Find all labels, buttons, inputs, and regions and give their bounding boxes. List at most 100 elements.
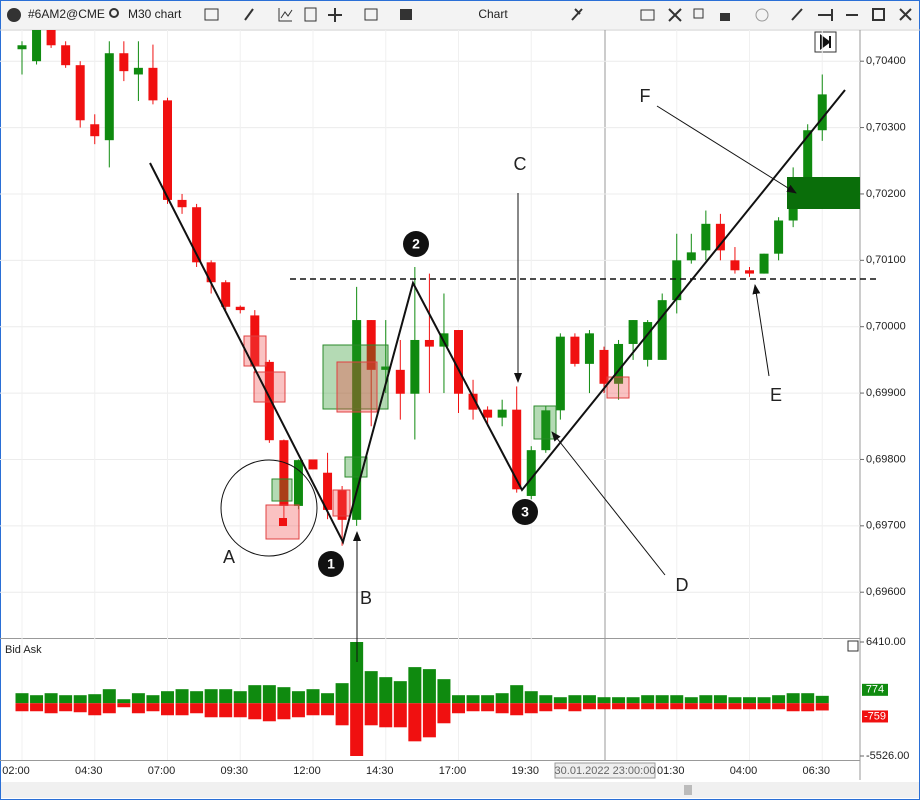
volume-bar	[772, 703, 786, 710]
volume-bar	[684, 697, 698, 704]
candle-body	[410, 339, 420, 394]
volume-bar	[88, 703, 102, 716]
x-tick-label: 17:00	[439, 765, 467, 777]
volume-bar	[437, 679, 451, 704]
cluster-box	[336, 361, 378, 413]
volume-bar	[204, 703, 218, 718]
volume-bar	[597, 703, 611, 710]
candle-body	[599, 349, 609, 384]
candle-body	[584, 333, 594, 364]
volume-bar	[757, 703, 771, 710]
candle-body	[177, 199, 187, 208]
volume-bar	[757, 697, 771, 704]
volume-bar	[539, 695, 553, 704]
volume-bar	[131, 693, 145, 704]
y-tick-label: -5526.00	[866, 750, 909, 762]
candle-body	[468, 393, 478, 410]
template-icon[interactable]	[204, 8, 219, 21]
candle-body	[192, 207, 202, 263]
volume-bar	[117, 703, 131, 708]
candle-body	[90, 124, 100, 137]
color-icon[interactable]	[755, 8, 769, 22]
indicator-icon[interactable]	[278, 8, 293, 22]
candle-body	[745, 270, 754, 274]
volume-bar	[233, 703, 247, 718]
volume-bar	[102, 703, 116, 714]
volume-bar	[597, 697, 611, 704]
candle-body	[817, 94, 827, 131]
symbol[interactable]: #6AM2@CME	[28, 7, 105, 21]
lock-icon[interactable]	[720, 13, 730, 21]
scrollbar-thumb[interactable]	[684, 785, 692, 795]
y-tick-label: 0,70400	[866, 55, 906, 67]
volume-bar	[379, 677, 393, 704]
object-icon[interactable]	[304, 7, 317, 22]
volume-bar	[422, 703, 436, 738]
camera-icon[interactable]	[640, 9, 655, 21]
x-tick-label: 07:00	[148, 765, 176, 777]
panel-close-button[interactable]	[847, 640, 859, 652]
x-tick-label: 04:30	[75, 765, 103, 777]
candle-body	[395, 369, 405, 394]
volume-bar	[510, 703, 524, 716]
volume-bar	[408, 667, 422, 704]
y-tick-label: 0,70100	[866, 254, 906, 266]
close-button[interactable]	[899, 8, 912, 21]
volume-bar	[204, 689, 218, 704]
volume-bar	[379, 703, 393, 728]
volume-bar	[219, 689, 233, 704]
candle-body	[657, 300, 667, 360]
candle-body	[337, 489, 347, 520]
annotation-label: A	[223, 547, 235, 567]
cluster-box	[606, 376, 630, 399]
candle-body	[614, 343, 624, 384]
timeframe[interactable]: M30 chart	[128, 7, 182, 21]
volume-bar	[291, 691, 305, 704]
volume-bar	[626, 697, 640, 704]
volume-bar	[15, 703, 29, 712]
settings-icon[interactable]	[791, 8, 803, 21]
volume-bar	[219, 703, 233, 718]
candle-body	[133, 67, 143, 75]
candle-body	[17, 45, 27, 50]
trend-lines	[149, 89, 846, 545]
volume-bar	[728, 697, 742, 704]
last-value-label: 774	[866, 684, 884, 696]
candle-body	[715, 223, 725, 251]
volume-bar	[190, 691, 204, 704]
volume-bar	[481, 703, 495, 712]
volume-bar	[670, 703, 684, 710]
volume-bar	[262, 685, 276, 704]
arrow	[551, 431, 666, 576]
volume-bar	[277, 703, 291, 720]
x-tick-label: 12:00	[293, 765, 321, 777]
clone-icon[interactable]	[693, 8, 704, 19]
app-icon[interactable]	[7, 8, 21, 22]
scrollbar[interactable]	[1, 782, 919, 798]
y-tick-label: 0,70000	[866, 321, 906, 333]
pin-icon[interactable]	[818, 9, 833, 21]
candle-body	[454, 330, 463, 394]
volume-bar	[102, 689, 116, 704]
candle-body	[279, 440, 289, 506]
volume-bar	[131, 703, 145, 714]
clusters	[243, 177, 860, 540]
volume-bar	[481, 695, 495, 704]
expand-icon[interactable]	[668, 8, 682, 22]
layout-icon[interactable]	[364, 8, 378, 21]
crosshair-icon[interactable]	[328, 8, 342, 22]
volume-bar	[655, 703, 669, 710]
maximize-button[interactable]	[872, 8, 885, 21]
volume-bar	[393, 681, 407, 704]
tools-icon[interactable]	[571, 8, 583, 21]
last-value-box	[862, 710, 888, 723]
step-number: 3	[521, 504, 529, 520]
volume-bar	[801, 703, 815, 712]
volume-bar	[59, 695, 73, 704]
pencil-icon[interactable]	[244, 8, 254, 21]
volume-bar	[161, 691, 174, 704]
search-icon[interactable]	[109, 8, 119, 18]
volume-bar	[175, 703, 189, 716]
annotations: A B C D E F 1 2 3	[223, 86, 782, 608]
book-icon[interactable]	[400, 9, 412, 20]
